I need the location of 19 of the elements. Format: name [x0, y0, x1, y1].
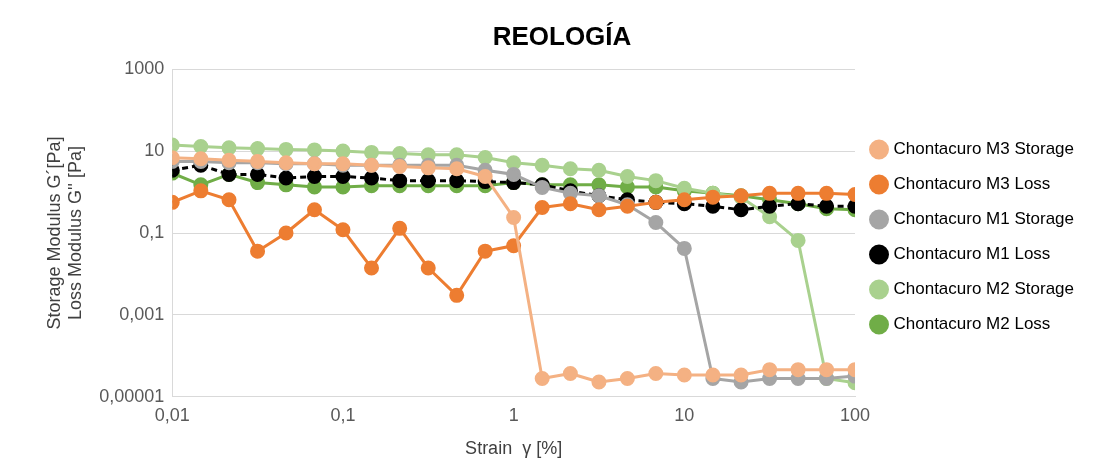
chart-title: REOLOGÍA — [492, 20, 632, 51]
y-tick-label: 0,00001 — [99, 385, 165, 406]
y-tick-label: 1000 — [124, 58, 165, 79]
x-tick-label: 10 — [674, 404, 695, 425]
legend-label: Chontacuro M1 Loss — [893, 244, 1051, 264]
legend-label: Chontacuro M3 Loss — [893, 174, 1051, 194]
x-tick-label: 1 — [508, 404, 519, 425]
x-tick-label: 0,1 — [330, 404, 356, 425]
y-tick-label: 10 — [144, 140, 165, 161]
legend-label: Chontacuro M2 Storage — [893, 279, 1075, 299]
y-tick-label: 0,1 — [139, 221, 165, 242]
legend-label: Chontacuro M3 Storage — [893, 139, 1075, 159]
legend-label: Chontacuro M1 Storage — [893, 209, 1075, 229]
x-tick-label: 100 — [839, 404, 871, 425]
x-axis-title: Strain γ [%] — [465, 438, 563, 459]
y-tick-label: 0,001 — [119, 303, 165, 324]
y-axis-title: Storage Modulus G´[Pa] Loss Modulus G'' [Pa] — [43, 136, 86, 330]
x-tick-label: 0,01 — [154, 404, 190, 425]
legend-label: Chontacuro M2 Loss — [893, 314, 1051, 334]
